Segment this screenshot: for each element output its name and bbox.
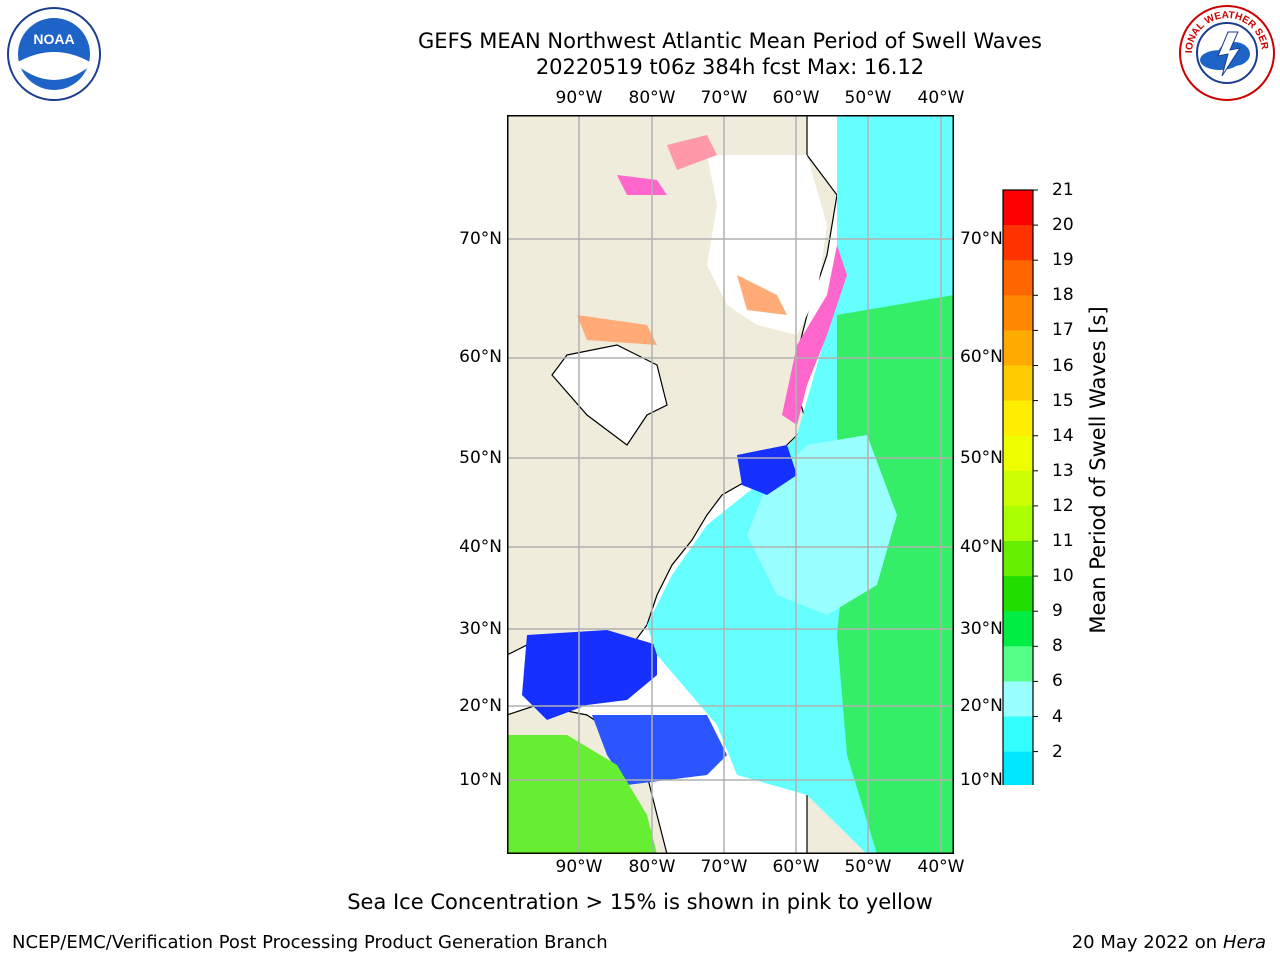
nws-logo: NATIONAL WEATHER SERVICE: [1178, 4, 1275, 101]
noaa-logo: NOAA: [7, 7, 101, 101]
colorbar-tick-label: 2: [1052, 741, 1063, 762]
lon-label-top: 50°W: [844, 88, 892, 108]
atlantic-green-zone: [837, 295, 954, 854]
colorbar: [1002, 189, 1038, 785]
colorbar-tick-label: 17: [1052, 320, 1074, 341]
colorbar-tick-label: 12: [1052, 495, 1074, 516]
lat-label-right: 20°N: [960, 696, 1003, 716]
lat-label-left: 30°N: [459, 619, 502, 639]
lat-label-right: 70°N: [960, 229, 1003, 249]
lat-label-right: 50°N: [960, 448, 1003, 468]
lon-label-top: 60°W: [772, 88, 820, 108]
map-panel: [507, 115, 954, 854]
colorbar-tick-label: 21: [1052, 180, 1074, 200]
colorbar-segment: [1003, 330, 1033, 366]
lon-label-bottom: 70°W: [700, 857, 748, 877]
lon-label-bottom: 40°W: [917, 857, 965, 877]
caribbean-sea: [592, 715, 727, 785]
lat-label-right: 40°N: [960, 537, 1003, 557]
graticule: [507, 115, 954, 854]
colorbar-segment: [1003, 541, 1033, 577]
lon-label-top: 90°W: [555, 88, 603, 108]
lon-label-top: 70°W: [700, 88, 748, 108]
lat-label-left: 50°N: [459, 448, 502, 468]
colorbar-tick-label: 9: [1052, 601, 1063, 622]
footer-date-text: 20 May 2022 on: [1071, 932, 1218, 953]
lon-label-top: 40°W: [917, 88, 965, 108]
lat-label-left: 60°N: [459, 347, 502, 367]
colorbar-tick-label: 10: [1052, 566, 1074, 587]
colorbar-segment: [1003, 611, 1033, 647]
colorbar-segment: [1003, 576, 1033, 612]
colorbar-segment: [1003, 505, 1033, 542]
colorbar-tick-label: 11: [1052, 531, 1074, 551]
colorbar-segment: [1003, 365, 1033, 401]
south-data-zone: [507, 735, 657, 854]
lon-label-bottom: 60°W: [772, 857, 820, 877]
colorbar-tick-label: 13: [1052, 460, 1074, 481]
colorbar-segment: [1003, 190, 1033, 226]
colorbar-tick-label: 19: [1052, 250, 1074, 271]
chart-subtitle: 20220519 t06z 384h fcst Max: 16.12: [535, 55, 925, 79]
lat-label-right: 60°N: [960, 347, 1003, 367]
colorbar-tick-label: 4: [1052, 706, 1063, 727]
colorbar-segment: [1003, 260, 1033, 296]
chart-title: GEFS MEAN Northwest Atlantic Mean Period…: [418, 29, 1042, 53]
lon-label-bottom: 90°W: [555, 857, 603, 877]
colorbar-segment: [1003, 681, 1033, 717]
lat-label-right: 10°N: [960, 770, 1003, 790]
colorbar-segment: [1003, 470, 1033, 507]
colorbar-tick-label: 18: [1052, 285, 1074, 306]
footer-host: Hera: [1222, 932, 1266, 953]
colorbar-segment: [1003, 400, 1033, 436]
colorbar-tick-label: 14: [1052, 425, 1074, 446]
lat-label-right: 30°N: [960, 619, 1003, 639]
colorbar-segment: [1003, 716, 1033, 752]
lon-label-bottom: 50°W: [844, 857, 892, 877]
gulf-of-mexico: [522, 630, 657, 720]
colorbar-segment: [1003, 435, 1033, 472]
colorbar-tick-label: 6: [1052, 671, 1063, 692]
lat-label-left: 70°N: [459, 229, 502, 249]
svg-text:NOAA: NOAA: [33, 31, 74, 47]
colorbar-tick-label: 16: [1052, 355, 1074, 376]
colorbar-segment: [1003, 295, 1033, 331]
lat-label-left: 10°N: [459, 770, 502, 790]
lat-label-left: 40°N: [459, 537, 502, 557]
colorbar-segment: [1003, 646, 1033, 682]
colorbar-tick-label: 8: [1052, 636, 1063, 657]
colorbar-segment: [1003, 225, 1033, 261]
sea-ice-edge: [782, 245, 847, 425]
lon-label-bottom: 80°W: [628, 857, 676, 877]
colorbar-tick-label: 15: [1052, 390, 1074, 411]
footer-credit: NCEP/EMC/Verification Post Processing Pr…: [12, 932, 608, 953]
lat-label-left: 20°N: [459, 696, 502, 716]
sea-ice-caption: Sea Ice Concentration > 15% is shown in …: [347, 890, 933, 914]
colorbar-label: Mean Period of Swell Waves [s]: [1086, 306, 1110, 634]
colorbar-segment: [1003, 751, 1033, 785]
footer-date: 20 May 2022 on Hera: [1072, 932, 1266, 953]
colorbar-tick-label: 20: [1052, 215, 1074, 236]
lon-label-top: 80°W: [628, 88, 676, 108]
